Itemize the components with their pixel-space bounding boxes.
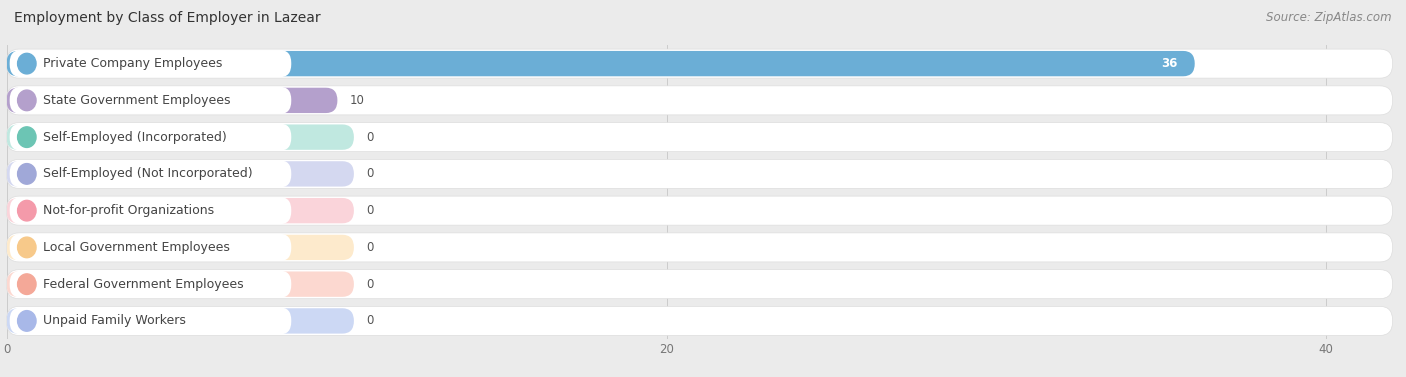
FancyBboxPatch shape xyxy=(7,159,1392,188)
FancyBboxPatch shape xyxy=(7,308,354,334)
Text: Source: ZipAtlas.com: Source: ZipAtlas.com xyxy=(1267,11,1392,24)
FancyBboxPatch shape xyxy=(10,50,291,77)
FancyBboxPatch shape xyxy=(10,160,291,187)
FancyBboxPatch shape xyxy=(7,123,1392,152)
FancyBboxPatch shape xyxy=(10,307,291,334)
Circle shape xyxy=(18,237,37,258)
FancyBboxPatch shape xyxy=(10,197,291,224)
FancyBboxPatch shape xyxy=(7,86,1392,115)
Text: Self-Employed (Not Incorporated): Self-Employed (Not Incorporated) xyxy=(44,167,253,180)
Text: Not-for-profit Organizations: Not-for-profit Organizations xyxy=(44,204,215,217)
FancyBboxPatch shape xyxy=(7,271,354,297)
Text: 36: 36 xyxy=(1161,57,1178,70)
Text: Self-Employed (Incorporated): Self-Employed (Incorporated) xyxy=(44,131,226,144)
Circle shape xyxy=(18,274,37,294)
Circle shape xyxy=(18,164,37,184)
FancyBboxPatch shape xyxy=(7,88,337,113)
Text: 10: 10 xyxy=(350,94,364,107)
Text: Local Government Employees: Local Government Employees xyxy=(44,241,231,254)
Text: 0: 0 xyxy=(367,278,374,291)
FancyBboxPatch shape xyxy=(10,87,291,114)
FancyBboxPatch shape xyxy=(10,234,291,261)
Circle shape xyxy=(18,53,37,74)
Text: Employment by Class of Employer in Lazear: Employment by Class of Employer in Lazea… xyxy=(14,11,321,25)
Circle shape xyxy=(18,90,37,111)
FancyBboxPatch shape xyxy=(7,49,1392,78)
Circle shape xyxy=(18,200,37,221)
FancyBboxPatch shape xyxy=(7,233,1392,262)
Text: 0: 0 xyxy=(367,314,374,327)
FancyBboxPatch shape xyxy=(7,307,1392,336)
Text: Unpaid Family Workers: Unpaid Family Workers xyxy=(44,314,186,327)
Text: 0: 0 xyxy=(367,241,374,254)
Text: 0: 0 xyxy=(367,131,374,144)
FancyBboxPatch shape xyxy=(7,270,1392,299)
Text: Private Company Employees: Private Company Employees xyxy=(44,57,222,70)
FancyBboxPatch shape xyxy=(10,271,291,298)
FancyBboxPatch shape xyxy=(7,124,354,150)
FancyBboxPatch shape xyxy=(7,51,1195,76)
Text: 0: 0 xyxy=(367,204,374,217)
Circle shape xyxy=(18,311,37,331)
FancyBboxPatch shape xyxy=(7,161,354,187)
Text: 0: 0 xyxy=(367,167,374,180)
FancyBboxPatch shape xyxy=(10,124,291,151)
Circle shape xyxy=(18,127,37,147)
Text: Federal Government Employees: Federal Government Employees xyxy=(44,278,243,291)
FancyBboxPatch shape xyxy=(7,198,354,223)
Text: State Government Employees: State Government Employees xyxy=(44,94,231,107)
FancyBboxPatch shape xyxy=(7,196,1392,225)
FancyBboxPatch shape xyxy=(7,235,354,260)
